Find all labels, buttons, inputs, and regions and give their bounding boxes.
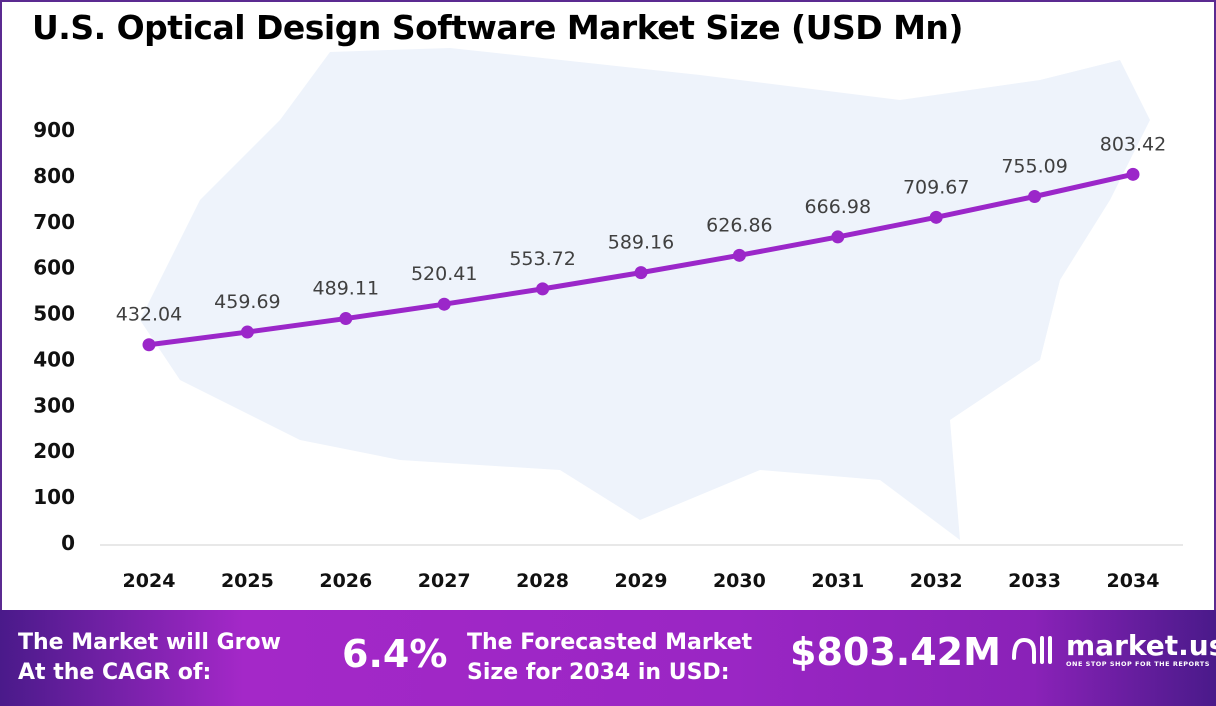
logo-text: market.us [1066,629,1216,662]
x-tick-label: 2031 [811,570,864,592]
y-tick-label: 400 [33,347,75,371]
data-point [437,297,451,311]
line-chart: 0 100 200 300 400 500 600 700 800 900 2024 2025 2026… [33,48,1183,592]
y-tick-label: 700 [33,210,75,234]
y-tick-label: 200 [33,439,75,463]
x-tick-label: 2026 [319,570,372,592]
data-label: 666.98 [805,196,871,218]
y-tick-label: 500 [33,302,75,326]
x-tick-label: 2028 [516,570,569,592]
data-label: 489.11 [313,278,379,300]
market-us-logo: market.us ONE STOP SHOP FOR THE REPORTS [1010,632,1216,668]
footer-banner: The Market will Grow At the CAGR of: 6.4… [0,610,1216,706]
data-point [1126,167,1140,181]
x-tick-label: 2032 [910,570,963,592]
cagr-label-line2: At the CAGR of: [18,660,212,685]
cagr-value: 6.4% [342,632,448,676]
y-tick-label: 100 [33,485,75,509]
x-tick-label: 2024 [123,570,176,592]
data-label: 709.67 [903,176,969,198]
data-label: 432.04 [116,304,182,326]
x-tick-label: 2033 [1008,570,1061,592]
y-tick-label: 900 [33,118,75,142]
y-tick-label: 800 [33,164,75,188]
forecast-label-line1: The Forecasted Market [467,630,753,655]
data-point [142,338,156,352]
us-map-background [140,48,1150,540]
x-tick-label: 2027 [418,570,471,592]
data-point [732,248,746,262]
x-tick-label: 2025 [221,570,274,592]
x-tick-label: 2030 [713,570,766,592]
data-point [634,266,648,280]
forecast-label: The Forecasted Market Size for 2034 in U… [467,628,752,688]
data-point [240,325,254,339]
forecast-value: $803.42M [790,630,1001,674]
chart-title: U.S. Optical Design Software Market Size… [32,8,964,47]
data-label: 626.86 [706,214,772,236]
x-tick-label: 2029 [615,570,668,592]
cagr-label: The Market will Grow At the CAGR of: [18,628,281,688]
data-label: 459.69 [214,291,280,313]
logo-icon [1012,636,1052,664]
cagr-label-line1: The Market will Grow [18,630,281,655]
data-label: 520.41 [411,263,477,285]
data-label: 803.42 [1100,133,1166,155]
logo-tagline: ONE STOP SHOP FOR THE REPORTS [1066,660,1210,668]
data-label: 553.72 [509,248,575,270]
x-tick-label: 2034 [1107,570,1160,592]
forecast-label-line2: Size for 2034 in USD: [467,660,730,685]
data-point [536,282,550,296]
data-point [929,210,943,224]
data-label: 589.16 [608,232,674,254]
y-tick-label: 600 [33,256,75,280]
data-label: 755.09 [1001,155,1067,177]
data-point [1028,189,1042,203]
data-point [831,230,845,244]
y-tick-label: 0 [61,531,75,555]
data-point [339,312,353,326]
y-tick-label: 300 [33,393,75,417]
